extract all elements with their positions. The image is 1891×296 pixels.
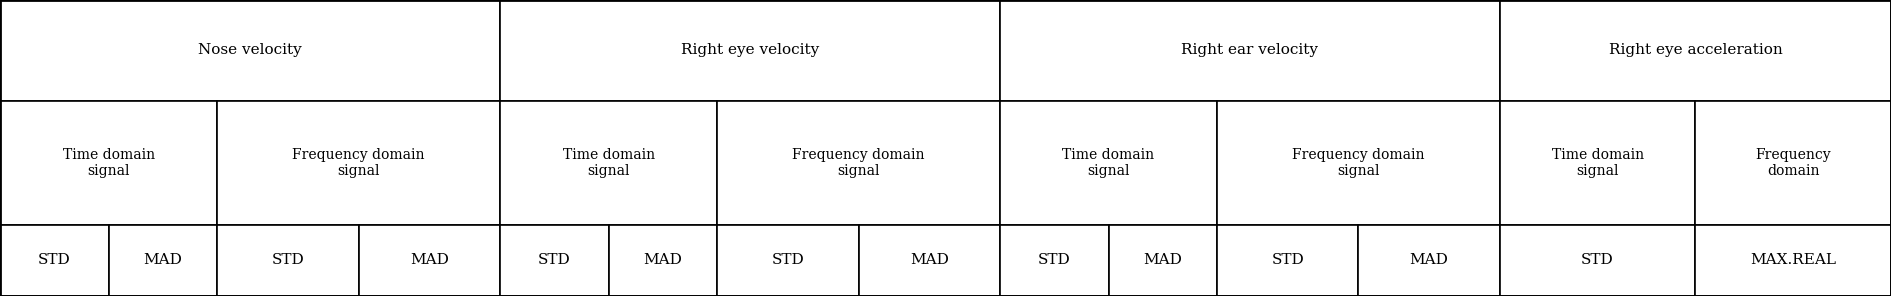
- Text: STD: STD: [1038, 253, 1070, 268]
- Bar: [1696, 225, 1891, 296]
- Bar: [1108, 225, 1218, 296]
- Text: STD: STD: [1271, 253, 1305, 268]
- Text: Right eye velocity: Right eye velocity: [681, 43, 819, 57]
- Bar: [1000, 101, 1218, 225]
- Bar: [1218, 101, 1500, 225]
- Bar: [717, 225, 859, 296]
- Bar: [499, 101, 717, 225]
- Text: Time domain
signal: Time domain signal: [1551, 148, 1643, 178]
- Text: Right eye acceleration: Right eye acceleration: [1609, 43, 1781, 57]
- Bar: [0, 0, 499, 101]
- Bar: [499, 0, 1000, 101]
- Bar: [499, 225, 609, 296]
- Text: Frequency domain
signal: Frequency domain signal: [792, 148, 925, 178]
- Text: MAD: MAD: [1144, 253, 1182, 268]
- Bar: [359, 225, 499, 296]
- Text: MAD: MAD: [910, 253, 949, 268]
- Text: STD: STD: [38, 253, 70, 268]
- Text: STD: STD: [1581, 253, 1613, 268]
- Bar: [1500, 225, 1696, 296]
- Bar: [217, 101, 499, 225]
- Text: MAX.REAL: MAX.REAL: [1751, 253, 1836, 268]
- Text: Frequency domain
signal: Frequency domain signal: [1292, 148, 1424, 178]
- Bar: [1000, 0, 1500, 101]
- Text: Time domain
signal: Time domain signal: [562, 148, 654, 178]
- Text: MAD: MAD: [144, 253, 182, 268]
- Text: Time domain
signal: Time domain signal: [1063, 148, 1155, 178]
- Bar: [1000, 225, 1108, 296]
- Bar: [717, 101, 1000, 225]
- Bar: [217, 225, 359, 296]
- Text: STD: STD: [272, 253, 304, 268]
- Bar: [0, 225, 108, 296]
- Text: MAD: MAD: [410, 253, 448, 268]
- Text: STD: STD: [537, 253, 571, 268]
- Bar: [1696, 101, 1891, 225]
- Text: MAD: MAD: [1409, 253, 1449, 268]
- Bar: [1500, 0, 1891, 101]
- Text: Frequency
domain: Frequency domain: [1755, 148, 1830, 178]
- Bar: [609, 225, 717, 296]
- Bar: [0, 101, 217, 225]
- Text: STD: STD: [772, 253, 804, 268]
- Text: Frequency domain
signal: Frequency domain signal: [293, 148, 425, 178]
- Bar: [1358, 225, 1500, 296]
- Bar: [108, 225, 217, 296]
- Text: MAD: MAD: [643, 253, 683, 268]
- Bar: [859, 225, 1000, 296]
- Text: Nose velocity: Nose velocity: [199, 43, 303, 57]
- Bar: [1218, 225, 1358, 296]
- Bar: [1500, 101, 1696, 225]
- Text: Right ear velocity: Right ear velocity: [1182, 43, 1318, 57]
- Text: Time domain
signal: Time domain signal: [62, 148, 155, 178]
